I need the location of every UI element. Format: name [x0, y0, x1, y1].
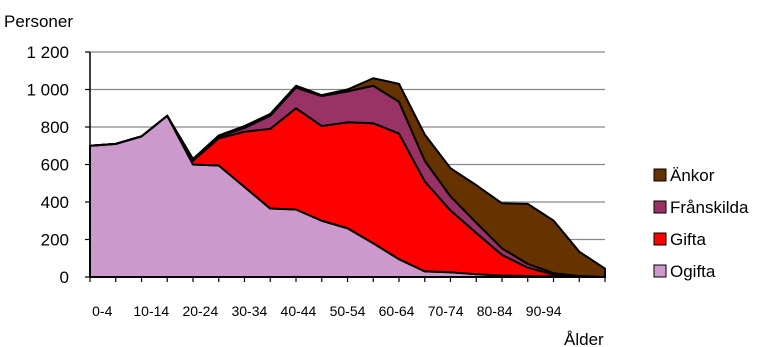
x-tick-label-1: 10-14	[133, 303, 169, 319]
y-tick-label-1: 200	[41, 231, 69, 250]
axes	[85, 51, 606, 282]
y-tick-label-5: 1 000	[26, 81, 69, 100]
x-tick-label-0: 0-4	[92, 303, 112, 319]
y-tick-label-0: 0	[60, 268, 69, 287]
x-tick-label-5: 50-54	[330, 303, 366, 319]
y-tick-label-3: 600	[41, 156, 69, 175]
y-tick-label-4: 800	[41, 118, 69, 137]
x-axis-title: Ålder	[564, 330, 604, 347]
legend-swatch-gifta	[653, 232, 667, 246]
x-tick-label-8: 80-84	[477, 303, 513, 319]
x-tick-labels: 0-4 10-14 20-24 30-34 40-44 50-54 60-64 70-74 80…	[92, 303, 562, 319]
legend-swatch-ankor	[653, 168, 667, 182]
legend-label-gifta: Gifta	[670, 230, 706, 249]
x-tick-label-6: 60-64	[379, 303, 415, 319]
legend-label-ankor: Änkor	[670, 166, 715, 185]
x-tick-label-7: 70-74	[428, 303, 464, 319]
y-tick-label-2: 400	[41, 193, 69, 212]
legend-swatch-franskilda	[653, 200, 667, 214]
area-ankor	[89, 77, 606, 278]
y-tick-label-6: 1 200	[26, 43, 69, 62]
y-axis-title: Personer	[4, 12, 73, 31]
x-tick-label-2: 20-24	[182, 303, 218, 319]
legend-swatch-ogifta	[653, 264, 667, 278]
series-areas	[89, 77, 606, 278]
x-tick-label-4: 40-44	[281, 303, 317, 319]
legend: Änkor Frånskilda Gifta Ogifta	[653, 166, 749, 281]
x-tick-label-9: 90-94	[526, 303, 562, 319]
legend-label-ogifta: Ogifta	[670, 262, 716, 281]
y-tick-labels: 0 200 400 600 800 1 000 1 200	[26, 43, 69, 287]
x-tick-label-3: 30-34	[231, 303, 267, 319]
legend-label-franskilda: Frånskilda	[670, 198, 749, 217]
